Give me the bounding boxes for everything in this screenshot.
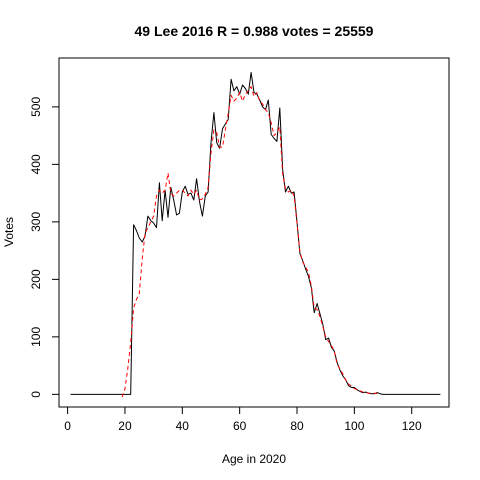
chart-title: 49 Lee 2016 R = 0.988 votes = 25559 bbox=[135, 23, 374, 39]
dashed-series-line bbox=[121, 86, 378, 398]
y-tick-label: 500 bbox=[29, 97, 43, 117]
x-tick-label: 120 bbox=[402, 419, 422, 433]
y-tick-label: 300 bbox=[29, 212, 43, 232]
x-tick-label: 60 bbox=[233, 419, 247, 433]
x-tick-label: 0 bbox=[64, 419, 71, 433]
y-tick-label: 200 bbox=[29, 269, 43, 289]
y-axis: 0 100 200 300 400 500 bbox=[29, 97, 60, 398]
x-tick-label: 80 bbox=[290, 419, 304, 433]
y-tick-label: 0 bbox=[29, 391, 43, 398]
x-tick-label: 40 bbox=[176, 419, 190, 433]
x-tick-label: 20 bbox=[118, 419, 132, 433]
y-axis-label: Votes bbox=[2, 217, 16, 247]
solid-series-line bbox=[70, 71, 441, 395]
x-axis: 0 20 40 60 80 100 120 bbox=[64, 406, 422, 433]
x-axis-label: Age in 2020 bbox=[222, 452, 286, 466]
y-tick-label: 100 bbox=[29, 327, 43, 347]
series-layer bbox=[70, 71, 441, 398]
y-tick-label: 400 bbox=[29, 154, 43, 174]
x-tick-label: 100 bbox=[344, 419, 364, 433]
